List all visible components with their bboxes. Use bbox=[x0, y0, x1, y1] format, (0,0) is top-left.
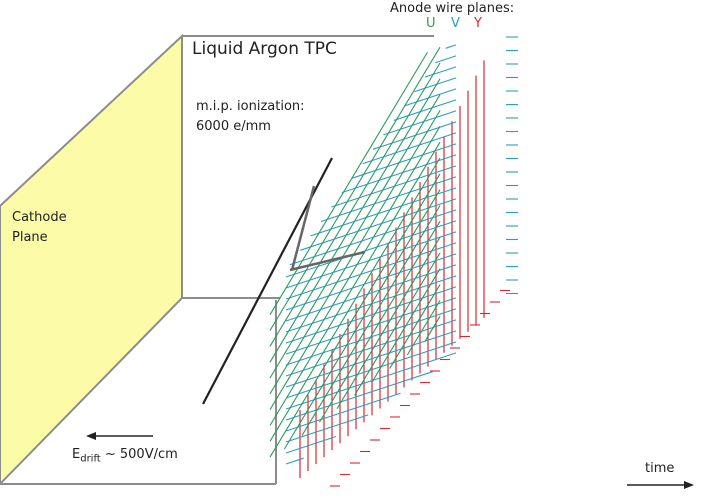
u-wire bbox=[269, 78, 441, 363]
diagram-title: Liquid Argon TPC bbox=[192, 39, 337, 59]
u-wire bbox=[269, 46, 441, 331]
v-wire bbox=[383, 110, 457, 136]
u-wire bbox=[319, 221, 441, 423]
v-wire bbox=[285, 457, 304, 465]
u-wire bbox=[269, 126, 441, 410]
v-wire bbox=[445, 44, 457, 49]
v-wire bbox=[393, 99, 457, 121]
v-wire-plane bbox=[285, 44, 457, 465]
u-wire bbox=[269, 62, 441, 347]
v-wire bbox=[310, 187, 457, 237]
v-wire bbox=[285, 352, 457, 410]
u-wire bbox=[269, 110, 441, 395]
cathode-label-line1: Cathode bbox=[12, 210, 67, 225]
v-wire bbox=[285, 242, 457, 300]
v-wire bbox=[285, 341, 457, 399]
mip-label-line2: 6000 e/mm bbox=[196, 119, 271, 134]
v-wire bbox=[285, 371, 433, 421]
drift-field-label: Edrift ~ 500V/cm bbox=[72, 447, 178, 465]
tpc-box bbox=[0, 33, 434, 486]
u-wire bbox=[269, 173, 441, 458]
v-wire bbox=[285, 414, 369, 443]
u-wire bbox=[283, 189, 441, 450]
v-wire bbox=[351, 143, 457, 179]
drift-arrow bbox=[86, 432, 153, 440]
v-wire bbox=[403, 88, 457, 107]
u-wire-plane bbox=[269, 46, 441, 458]
v-wire bbox=[424, 66, 457, 78]
y-plane-label: Y bbox=[474, 16, 482, 31]
u-wire bbox=[269, 157, 441, 442]
cathode-label: Cathode Plane bbox=[12, 208, 67, 248]
v-wire bbox=[285, 253, 457, 311]
u-wire bbox=[269, 51, 428, 315]
track-projection-u bbox=[290, 185, 316, 271]
time-signals bbox=[330, 36, 518, 487]
u-wire bbox=[406, 300, 441, 356]
v-wire bbox=[341, 154, 457, 194]
time-label: time bbox=[645, 461, 675, 476]
u-wire bbox=[354, 252, 441, 396]
anode-label: Anode wire planes: bbox=[390, 1, 515, 16]
u-wire bbox=[336, 236, 441, 409]
time-arrow bbox=[627, 481, 694, 489]
u-wire bbox=[371, 268, 441, 383]
v-wire bbox=[362, 132, 457, 165]
u-plane-label: U bbox=[426, 16, 436, 31]
u-wire bbox=[269, 141, 441, 426]
v-wire bbox=[435, 55, 457, 64]
u-wire bbox=[389, 284, 441, 369]
v-wire bbox=[285, 392, 401, 432]
u-wire bbox=[269, 94, 441, 379]
v-wire bbox=[285, 220, 457, 278]
track-projection-y bbox=[289, 250, 366, 272]
v-wire bbox=[414, 77, 457, 93]
v-wire bbox=[372, 121, 457, 150]
v-wire bbox=[285, 436, 337, 454]
mip-label: m.i.p. ionization: 6000 e/mm bbox=[196, 97, 305, 137]
cathode-plane bbox=[0, 33, 183, 486]
v-wire bbox=[285, 286, 457, 344]
v-wire bbox=[285, 330, 457, 388]
v-wire bbox=[300, 198, 457, 251]
v-plane-label: V bbox=[451, 16, 460, 31]
u-wire bbox=[424, 316, 441, 342]
v-wire bbox=[331, 165, 457, 208]
cathode-label-line2: Plane bbox=[12, 230, 48, 245]
mip-label-line1: m.i.p. ionization: bbox=[196, 99, 305, 114]
v-wire bbox=[285, 297, 457, 355]
u-wire bbox=[301, 205, 441, 436]
